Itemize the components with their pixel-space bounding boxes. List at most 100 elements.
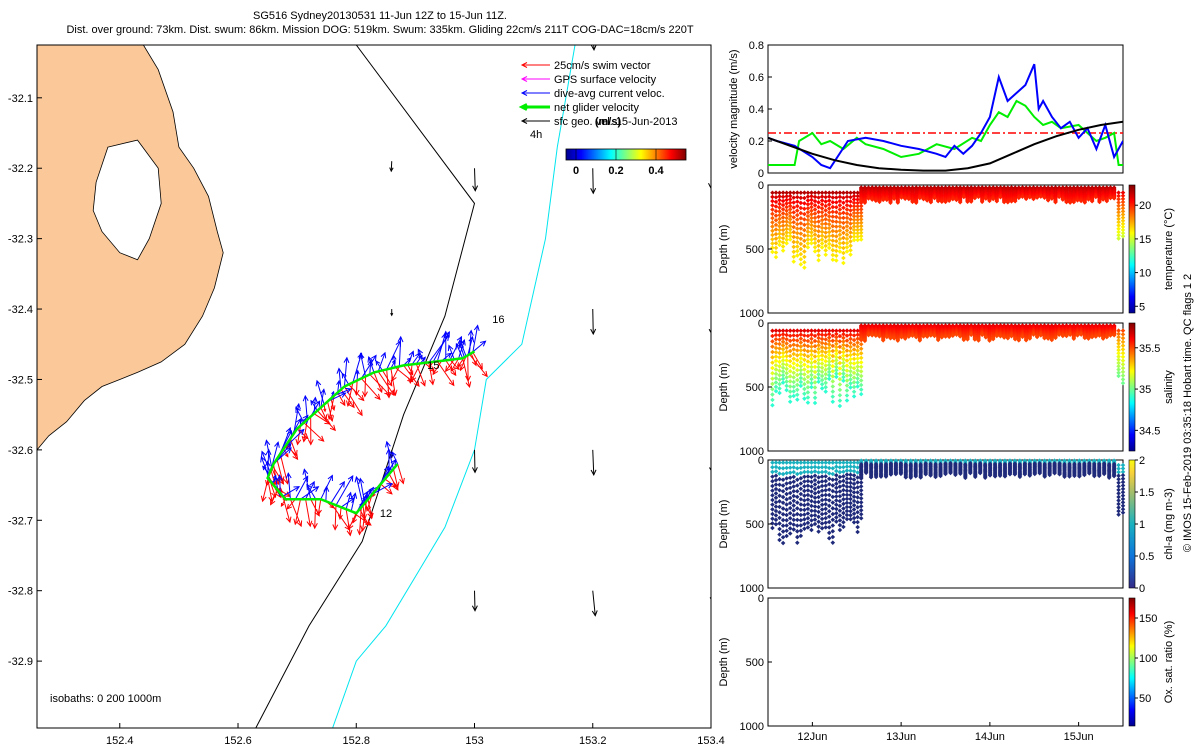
swim-vector bbox=[364, 376, 367, 397]
dac-vector-head bbox=[456, 335, 462, 343]
swim-vector bbox=[310, 498, 320, 516]
dac-vector-head bbox=[347, 474, 354, 482]
lat-tick-label: -32.8 bbox=[8, 586, 33, 598]
dac-vector bbox=[341, 373, 350, 385]
dac-vector bbox=[415, 355, 423, 365]
swim-vector bbox=[289, 498, 302, 527]
dac-vector-head bbox=[339, 480, 345, 488]
profile-sample bbox=[812, 240, 818, 246]
profile-sample bbox=[787, 233, 793, 239]
profile-sample bbox=[805, 202, 811, 207]
swim-vector bbox=[320, 407, 327, 420]
dac-vector-head bbox=[302, 475, 309, 483]
profile-sample bbox=[812, 190, 818, 195]
dac-vector-head bbox=[390, 458, 397, 466]
dac-vector-head bbox=[272, 474, 277, 480]
profile-sample bbox=[773, 245, 779, 251]
swim-vector bbox=[276, 458, 284, 482]
profile-sample bbox=[773, 190, 779, 195]
dac-vector-head bbox=[358, 477, 365, 485]
glider-track-net-velocity bbox=[266, 350, 476, 515]
dac-vector bbox=[265, 440, 273, 469]
dac-vector-head bbox=[276, 474, 283, 481]
dac-vector bbox=[398, 336, 402, 367]
swim-vector-head bbox=[296, 520, 303, 528]
coastal-lake bbox=[92, 139, 162, 261]
profile-sample bbox=[777, 194, 782, 199]
dac-vector-head bbox=[264, 460, 271, 467]
swim-vector-head bbox=[270, 499, 276, 506]
depth-tick-label: 1000 bbox=[740, 721, 764, 733]
section-colorbar bbox=[1128, 322, 1136, 452]
swim-vector bbox=[314, 499, 317, 529]
profile-sample bbox=[858, 207, 864, 212]
swim-vector-head bbox=[391, 375, 397, 382]
profile-sample bbox=[777, 242, 782, 248]
swim-vector bbox=[294, 499, 302, 525]
dac-vector-head bbox=[341, 372, 347, 379]
swim-vector-head bbox=[292, 453, 299, 461]
swim-vector-head bbox=[285, 516, 292, 524]
swim-vector-head bbox=[367, 511, 373, 519]
profile-sample bbox=[802, 254, 807, 260]
profile-sample bbox=[826, 190, 832, 195]
velocity-y-tick-label: 0.4 bbox=[749, 104, 764, 116]
dac-vector-head bbox=[295, 406, 301, 413]
profile-sample bbox=[837, 232, 843, 238]
swim-vector-head bbox=[410, 375, 417, 383]
dac-vector bbox=[287, 473, 291, 500]
swim-vector-head bbox=[314, 510, 320, 517]
map-longitude-axis: 152.4 152.6 152.8 153 153.2 153.4 bbox=[106, 723, 725, 747]
swim-vector-head bbox=[265, 479, 271, 487]
dac-vector-head bbox=[302, 468, 309, 475]
colorbar-units: (m/s) bbox=[595, 116, 622, 128]
sfc-vector bbox=[592, 449, 595, 475]
swim-vector-head bbox=[346, 400, 352, 407]
date-tick-label: 12Jun bbox=[797, 731, 827, 743]
profile-sample bbox=[869, 197, 875, 202]
swim-vector-head bbox=[374, 393, 381, 401]
dac-vector bbox=[340, 497, 355, 508]
profile-sample bbox=[841, 230, 846, 236]
swim-vector bbox=[384, 478, 396, 488]
profile-sample bbox=[826, 237, 832, 243]
dac-vector bbox=[338, 368, 342, 390]
dac-vector bbox=[417, 349, 426, 364]
dac-vector bbox=[391, 451, 399, 465]
dac-vector-head bbox=[397, 335, 404, 343]
profile-sample bbox=[844, 190, 850, 195]
profile-sample bbox=[795, 194, 800, 200]
sfc-vector-head bbox=[471, 467, 478, 474]
profile-sample bbox=[826, 233, 832, 239]
profile-sample bbox=[812, 236, 818, 242]
profile-sample bbox=[837, 215, 843, 221]
dac-vector bbox=[345, 492, 352, 510]
colorbar-tick-label: 2 bbox=[1139, 455, 1145, 467]
dac-vector-head bbox=[459, 339, 465, 347]
profile-sample bbox=[794, 208, 800, 213]
swim-vector-head bbox=[337, 514, 343, 521]
profile-sample bbox=[795, 248, 800, 254]
profile-sample bbox=[841, 255, 846, 261]
lon-tick-label: 153.4 bbox=[697, 735, 725, 747]
swim-vector-head bbox=[361, 514, 367, 521]
dac-vector-head bbox=[357, 352, 364, 359]
dac-vector-head bbox=[310, 399, 316, 406]
profile-sample bbox=[812, 244, 818, 250]
profile-sample bbox=[784, 194, 789, 199]
legend-label: net glider velocity bbox=[554, 102, 639, 114]
profile-sample bbox=[812, 228, 818, 233]
dac-vector-head bbox=[331, 390, 335, 395]
profile-sample bbox=[855, 227, 860, 233]
profile-sample bbox=[777, 227, 782, 233]
colorbar-tick-label: 1 bbox=[1139, 519, 1145, 531]
dac-vector bbox=[455, 343, 464, 359]
dac-vector bbox=[411, 352, 421, 365]
velocity-y-tick-label: 0 bbox=[758, 168, 764, 180]
swim-vector-head bbox=[268, 496, 275, 503]
dac-vector-head bbox=[355, 369, 360, 375]
section-colorbar bbox=[1128, 459, 1136, 589]
profile-sample bbox=[834, 219, 839, 225]
dac-vector-head bbox=[345, 387, 352, 394]
